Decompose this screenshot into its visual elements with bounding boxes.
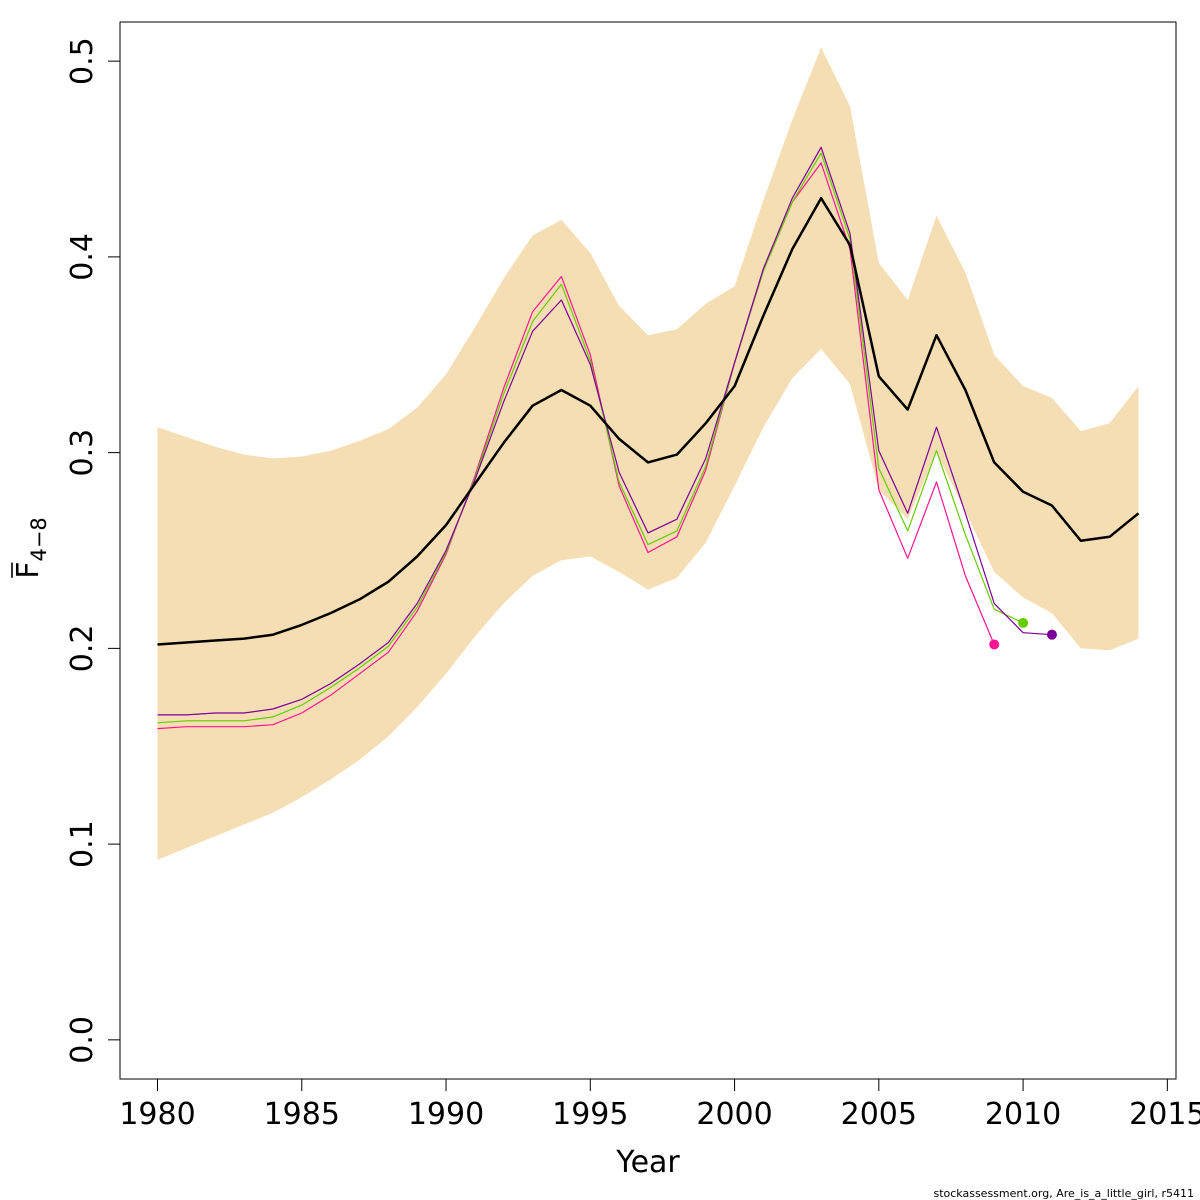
- y-tick-label-4: 0.4: [65, 233, 100, 281]
- x-axis-title: Year: [615, 1145, 680, 1180]
- y-tick-label-5: 0.5: [65, 37, 100, 85]
- y-axis-title-subscript: 4−8: [27, 517, 51, 561]
- x-tick-label-1980: 1980: [119, 1097, 195, 1132]
- series-end-point-3: [1046, 629, 1057, 640]
- x-tick-label-1995: 1995: [552, 1097, 628, 1132]
- confidence-band-layer: [157, 47, 1139, 860]
- y-tick-label-0: 0.0: [65, 1016, 100, 1064]
- series-line-2: [157, 152, 1024, 724]
- series-line-0: [157, 196, 1140, 646]
- y-tick-label-2: 0.2: [65, 625, 100, 673]
- y-axis-title: F4−8: [11, 517, 51, 579]
- axes-layer: 1980 1985 1990 1995 2000 2005 2010 2015 0.0 0.1 0.…: [65, 21, 1200, 1132]
- x-tick-label-2010: 2010: [985, 1097, 1061, 1132]
- confidence-band: [157, 47, 1139, 860]
- y-tick-label-3: 0.3: [65, 429, 100, 477]
- series-layer: [157, 146, 1140, 730]
- series-line-3: [157, 146, 1052, 716]
- series-end-point-2: [1018, 617, 1029, 628]
- x-tick-label-2000: 2000: [696, 1097, 772, 1132]
- x-tick-label-2015: 2015: [1129, 1097, 1200, 1132]
- y-axis-title-main: F: [11, 562, 46, 579]
- y-tick-label-1: 0.1: [65, 820, 100, 868]
- x-tick-label-1985: 1985: [264, 1097, 340, 1132]
- series-end-point-1: [989, 639, 1000, 650]
- series-line-1: [157, 162, 995, 730]
- x-tick-label-1990: 1990: [408, 1097, 484, 1132]
- x-tick-label-2005: 2005: [841, 1097, 917, 1132]
- footer-credit: stockassessment.org, Are_is_a_little_gir…: [933, 1187, 1194, 1200]
